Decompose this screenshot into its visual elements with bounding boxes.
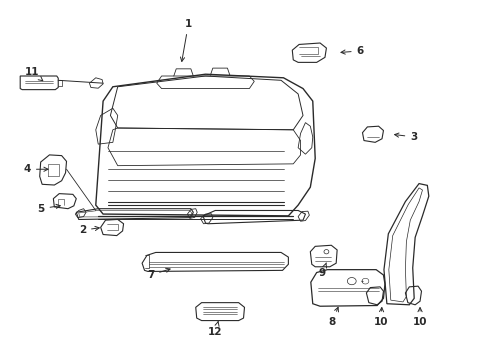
Text: 5: 5	[37, 204, 60, 214]
Text: 11: 11	[25, 67, 42, 81]
Text: 7: 7	[146, 268, 170, 280]
Text: 3: 3	[394, 132, 417, 142]
Text: 8: 8	[328, 307, 338, 327]
Text: 1: 1	[180, 19, 192, 62]
Text: 9: 9	[318, 263, 326, 278]
Text: 12: 12	[207, 321, 222, 337]
Text: 10: 10	[412, 307, 427, 327]
Text: 2: 2	[79, 225, 99, 235]
Text: 10: 10	[373, 307, 387, 327]
Text: 6: 6	[340, 46, 363, 56]
Text: 4: 4	[23, 164, 48, 174]
